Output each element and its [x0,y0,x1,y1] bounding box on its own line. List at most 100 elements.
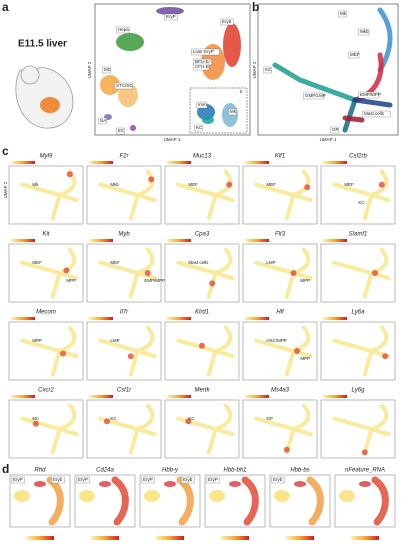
cluster-label: Mast cells [188,260,209,265]
plot-frame [86,399,162,459]
expression-hotspot [104,418,110,425]
cluster-label: KC [110,416,117,421]
colorbar [351,536,379,540]
gene-name: Klf1 [275,154,285,160]
label-box [11,476,25,484]
plot-frame [86,243,162,303]
plot-frame [164,243,240,303]
plot-frame [164,399,240,459]
gene-name: Il7r [120,310,129,316]
plot-frame [8,399,84,459]
label-box [141,476,155,484]
y-axis-label: UMAP 2 [3,181,8,198]
umap-shape [371,476,389,526]
umap-shape [98,325,157,377]
gene-name: Hlf [276,310,285,316]
cluster-label: Mk [32,182,39,187]
cluster-label: KC [196,125,203,130]
plot-frame [334,474,396,528]
plot-frame [86,321,162,381]
label-box [303,92,325,100]
cell-branch [342,115,365,123]
label-box [164,13,178,21]
umap-shape [20,169,79,221]
expression-hotspot [66,171,73,178]
plot-frame [8,243,84,303]
cluster-label: MEF [266,182,276,187]
plot-frame [204,474,266,528]
plot-frame [86,165,162,225]
cluster-label: Mast cells [364,111,385,116]
colorbar [91,536,119,540]
cluster-label: b [240,89,243,94]
plot-frame [242,399,318,459]
expression-hotspot [361,449,368,456]
cluster [144,490,160,502]
umap-shape [176,403,235,455]
y-axis-label: UMAP 2 [252,61,257,78]
gene-name: Myb [118,232,130,238]
cluster-label: MPP [32,338,42,343]
expression-hotspot [290,270,297,276]
y-axis-label: UMAP 2 [87,61,92,78]
cluster [229,481,241,487]
cluster-label: MEF [110,260,120,265]
cluster-label: GMP/LMP [305,93,326,98]
colorbar [167,395,191,398]
cluster [100,75,120,95]
expression-hotspot [304,184,311,191]
cluster [359,481,371,487]
umap-shape [176,169,235,221]
gene-name: Hbb-bh1 [223,468,246,474]
cluster [156,7,184,15]
panel-b-frame [257,3,399,136]
label-box [196,101,208,109]
cluster-label: MPP [300,278,310,283]
plot-frame [320,399,396,459]
label-box [98,117,107,125]
umap-shape [20,325,79,377]
cluster-label: EryP [13,477,23,482]
plot-frame [242,165,318,225]
cluster [294,481,306,487]
umap-shape [332,247,391,299]
cluster-label: HSC/MPP [266,338,287,343]
panel-letter: c [2,144,9,158]
cluster [79,490,95,502]
cluster-label: LMP [110,338,119,343]
umap-shape [20,247,79,299]
cell-branch [342,97,358,133]
expression-hotspot [378,181,385,188]
label-box [228,108,237,116]
label-box [51,476,65,484]
x-axis-label: UMAP 1 [320,137,337,142]
colorbar [89,161,113,164]
cluster-label: KC [265,67,272,72]
cluster-label: Mkb [360,29,369,34]
x-axis-label: UMAP 1 [164,137,181,142]
label-box [263,66,272,74]
label-box [348,51,360,59]
cluster-label: BFU-E/ [195,59,211,64]
umap-shape [254,247,313,299]
label-box [116,26,130,34]
cell-branch [352,97,393,108]
cluster [130,125,136,131]
gene-name: Myl9 [40,154,53,160]
label-box [362,110,391,118]
expression-hotspot [283,446,290,453]
cluster-label: LMP [266,260,275,265]
plot-frame [320,243,396,303]
embryo-icon [15,65,74,129]
expression-hotspot [185,418,192,425]
label-box [102,66,111,74]
label-box [114,82,133,90]
plot-frame [8,321,84,381]
gene-name: Hbb-y [162,468,179,474]
cluster-label: EryP [208,477,218,482]
cluster-label: Mk [340,11,347,16]
plot-frame [164,165,240,225]
expression-hotspot [199,342,205,349]
cluster-label: CFU-E [195,64,209,69]
cluster-label: Hepa [118,27,129,32]
